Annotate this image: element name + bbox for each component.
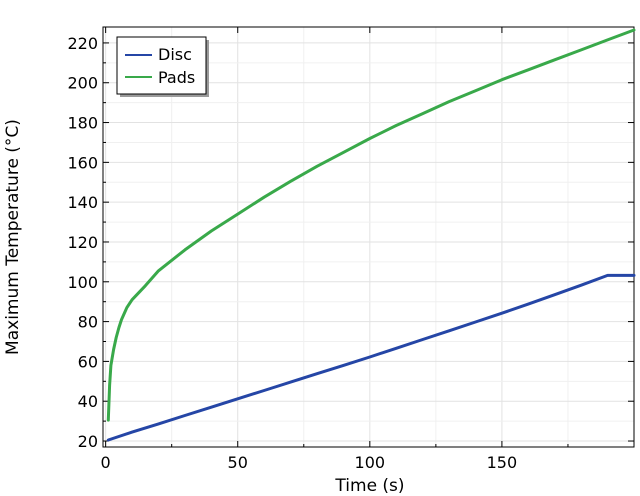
y-tick-label: 200 [67, 74, 98, 93]
legend-box [116, 36, 207, 95]
x-axis-title: Time (s) [334, 476, 404, 496]
grid-lines [103, 27, 634, 447]
y-tick-label: 80 [78, 313, 98, 332]
x-tick-label: 50 [228, 453, 248, 472]
legend: Disc Pads [116, 36, 209, 97]
series-line-pads [106, 28, 636, 422]
series-lines [106, 28, 636, 442]
y-axis-title: Maximum Temperature (°C) [3, 119, 23, 355]
y-tick-label: 140 [67, 193, 98, 212]
x-tick-label: 150 [487, 453, 518, 472]
legend-label-pads: Pads [158, 68, 195, 87]
y-tick-label: 220 [67, 34, 98, 53]
y-tick-label: 60 [78, 352, 98, 371]
series-line-disc [106, 273, 636, 442]
x-tick-label: 100 [355, 453, 386, 472]
y-tick-label: 40 [78, 392, 98, 411]
y-tick-label: 120 [67, 233, 98, 252]
plot-frame [102, 26, 635, 448]
legend-label-disc: Disc [158, 45, 192, 64]
axis-ticks [103, 27, 634, 447]
tick-labels: 0 50 100 150 20 40 60 80 100 120 140 160 180 200 220 [67, 34, 517, 472]
x-tick-label: 0 [101, 453, 111, 472]
y-tick-label: 180 [67, 114, 98, 133]
y-tick-label: 20 [78, 432, 98, 451]
y-tick-label: 160 [67, 153, 98, 172]
y-tick-label: 100 [67, 273, 98, 292]
